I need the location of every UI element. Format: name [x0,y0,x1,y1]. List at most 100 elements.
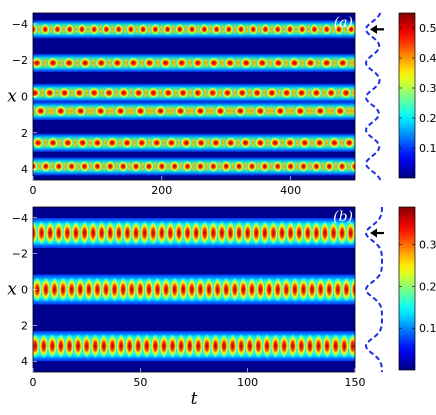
panel-a-band-5-peak [53,160,65,173]
panel-a-band-1-peak [110,56,124,69]
panel-a-band-0-peak [345,23,355,36]
panel-b-band-1-peak [160,277,172,302]
panel-a-band-4-peak [328,136,341,149]
panel-a-band-4-peak [61,136,74,149]
panel-a-band-4-peak [268,136,282,149]
panel-b-band-1-peak [203,277,215,302]
panel-b-band-2-peak [107,333,118,359]
panel-a-band-3-peak [233,105,247,118]
panel-a-band-3-peak [193,105,207,118]
panel-a-ytick-label: 2 [21,127,28,140]
panel-b-band-1-peak [263,277,275,302]
panel-b-band-1-peak [57,277,69,302]
panel-b-band-0-peak [148,220,159,246]
panel-b-band-1-peak [118,277,129,302]
panel-b-band-2-peak [227,333,238,359]
panel-a-band-2-peak [221,86,234,99]
panel-a-band-1-peak [33,56,44,69]
panel-b-colorbar-label: 0.1 [419,322,436,335]
panel-a-band-3-peak [273,105,287,118]
panel-a-band-0-peak [101,23,112,36]
panel-a-band-3-peak [134,105,148,118]
panel-b-band-0-peak [328,220,339,246]
panel-b-band-2-peak [236,333,247,359]
panel-a-band-2-peak [58,86,71,99]
panel-a-band-3-peak [333,105,347,118]
panel-b-band-0-peak [130,220,142,246]
panel-a-band-4-peak [150,136,163,149]
panel-b-band-1-peak [66,277,77,302]
panel-b-ytick-label: 2 [21,319,28,332]
panel-b-colorbar-label: 0.2 [419,280,436,293]
panel-a-band-5-peak [220,160,232,173]
panel-b-band-2-peak [98,333,109,359]
panel-a-ylabel: x [7,87,17,107]
panel-a-band-5-peak [104,160,116,173]
panel-b-band-2-peak [347,333,355,359]
panel-b-band-0-peak [53,220,64,246]
panel-a-band-4-peak [135,136,149,149]
panel-b-band-2-peak [90,333,101,359]
panel-b-profile-curve [364,206,383,373]
panel-a-band-0-peak [272,23,283,36]
panel-b-band-0-peak [70,220,82,246]
panel-a-band-4-peak [283,136,297,149]
panel-a-band-5-peak [91,160,103,173]
panel-b-label: (b) [333,209,353,225]
panel-a-band-2-peak [43,86,56,99]
panel-a-arrow-head [370,24,377,34]
panel-b-band-1-peak [33,277,43,302]
panel-a-colorbar-label: 0.4 [419,52,436,65]
panel-b-band-2-peak [296,333,307,359]
panel-b-band-0-peak [242,220,253,246]
panel-a-band-2-peak [147,86,160,99]
panel-a-colorbar-label: 0.5 [419,22,436,35]
panel-a-band-0-peak [33,23,39,36]
panel-a-band-0-peak [223,23,234,36]
panel-a-band-2-peak [33,86,42,99]
panel-b-band-2-peak [313,333,324,359]
panel-a-band-4-peak [224,136,237,149]
panel-a-band-0-peak [186,23,198,36]
panel-a-band-1-peak [94,56,108,69]
panel-b-band-2-peak [270,333,281,359]
panel-a-band-5-peak [169,160,181,173]
panel-b-band-2-peak [47,333,58,359]
panel-b-band-2-peak [55,333,67,359]
panel-a-band-4-peak [254,136,267,149]
panel-a-band-4-peak [46,136,60,149]
panel-a-band-0-peak [137,23,149,36]
panel-a-band-5-peak [79,160,90,173]
panel-b-band-1-peak [281,277,292,302]
panel-b-band-1-peak [212,277,223,302]
panel-a-band-1-peak [143,56,157,69]
panel-b-band-2-peak [339,333,350,359]
panel-b-band-2-peak [167,333,178,359]
panel-b-band-1-peak [315,277,326,302]
panel-b-band-1-peak [238,277,249,302]
panel-b-band-1-peak [298,277,309,302]
panel-b-band-0-peak [276,220,288,246]
panel-a-band-0-peak [174,23,185,36]
panel-b-band-0-peak [216,220,228,246]
panel-b-band-0-peak [251,220,262,246]
panel-b-band-1-peak [229,277,240,302]
panel-a-band-5-peak [66,160,78,173]
panel-a-band-1-peak [191,56,205,69]
panel-b-band-0-peak [336,220,348,246]
panel-a-band-5-peak [246,160,258,173]
panel-a-band-4-peak [194,136,208,149]
panel-b-band-0-peak [156,220,167,246]
panel-a-band-1-peak [159,56,173,69]
panel-a-band-3-peak [154,105,168,118]
panel-a-ytick-label: −4 [12,18,28,31]
panel-b-band-1-peak [143,277,155,302]
panel-a-heatmap [33,13,355,180]
panel-a-band-0-peak [89,23,100,36]
panel-a-band-5-peak [349,160,355,173]
panel-a-band-0-peak [162,23,173,36]
panel-b-band-1-peak [109,277,120,302]
panel-a-band-5-peak [195,160,206,173]
panel-b-band-2-peak [124,333,135,359]
